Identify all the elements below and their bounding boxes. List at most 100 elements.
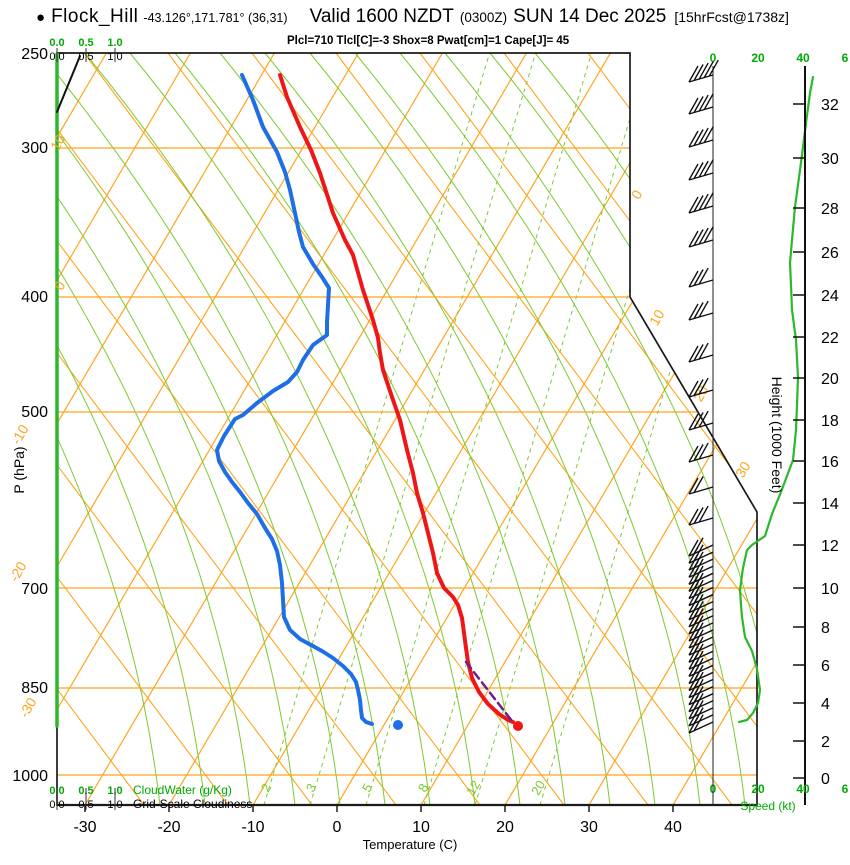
wind-barb-tick: [698, 300, 709, 318]
sounding-indices: Plcl=710 Tlcl[C]=-3 Shox=8 Pwat[cm]=1 Ca…: [287, 35, 570, 47]
wind-barb-tick: [698, 442, 709, 460]
wind-barb-tick: [698, 227, 709, 245]
wind-barb-tick: [688, 270, 699, 288]
wind-barb-tick: [688, 624, 699, 642]
dry-adiabat-line: [503, 53, 757, 805]
moist-adiabat-line: [57, 53, 386, 805]
temp-tick-label: -20: [157, 819, 180, 836]
wind-barb-tick: [693, 344, 704, 361]
wind-barb-tick: [688, 477, 699, 495]
speed-axis-title: Speed (kt): [740, 799, 795, 813]
pressure-tick-label: 700: [21, 581, 48, 598]
wind-barb-tick: [688, 688, 699, 706]
wind-barb-tick: [688, 617, 699, 635]
cloudwater-tick-label: 0.5: [78, 37, 93, 49]
isotherm-line: [252, 53, 695, 805]
wind-barb: [688, 714, 714, 734]
zulu-time: (0300Z): [459, 10, 508, 25]
wind-barb-tick: [693, 507, 704, 524]
height-tick-label: 8: [821, 620, 830, 637]
pressure-tick-label: 300: [21, 140, 48, 157]
isotherm-line: [57, 53, 275, 805]
wind-barb-tick: [698, 94, 709, 112]
wind-barb-stem: [688, 572, 714, 585]
wind-barb-tick: [688, 445, 699, 463]
wind-barb-tick: [698, 267, 709, 285]
pressure-tick-label: 1000: [12, 768, 48, 785]
surface-dewpoint-dot: [393, 720, 403, 730]
mixing-ratio-label: 5: [359, 781, 376, 795]
wind-barb-tick: [688, 539, 699, 557]
background-lines: [57, 53, 757, 805]
dry-adiabat-line: [57, 53, 229, 805]
wind-barb-stem: [688, 74, 714, 83]
wind-barb-tick: [703, 226, 714, 243]
wind-barb-stem: [688, 279, 714, 288]
dry-adiabat-line: [57, 53, 313, 805]
wind-barb: [688, 93, 714, 115]
wind-barb-tick: [693, 195, 704, 212]
wind-barb-tick: [688, 508, 699, 526]
wind-barb-tick: [693, 269, 704, 286]
height-tick-label: 30: [821, 151, 839, 168]
wind-barb: [688, 192, 714, 214]
wind-barb-stem: [688, 643, 714, 656]
wind-barb-tick: [688, 553, 699, 571]
temp-axis-title: Temperature (C): [363, 837, 458, 852]
moist-adiabat-line: [57, 53, 161, 805]
mixing-ratio-label: 20: [528, 778, 548, 798]
isotherm-line: [504, 53, 757, 805]
moist-adiabat-line: [57, 53, 251, 805]
station-name: Flock_Hill: [51, 6, 139, 27]
wind-barb-tick: [688, 667, 699, 684]
wind-barb-stem: [688, 693, 714, 706]
pressure-axis-title: P (hPa): [11, 446, 27, 493]
wind-barb: [688, 377, 714, 398]
mixing-ratio-line: [423, 53, 651, 805]
wind-barb-stem: [688, 593, 714, 607]
mixing-ratio-line: [365, 53, 593, 805]
dry-adiabat-line: [167, 53, 733, 805]
wind-barb-tick: [688, 345, 699, 363]
moist-adiabat-line: [129, 53, 476, 805]
pressure-tick-label: 250: [21, 46, 48, 63]
speed-tick-label: 6: [842, 782, 849, 796]
height-tick-label: 22: [821, 330, 839, 347]
wind-barb-stem: [688, 608, 714, 621]
temp-tick-label: -10: [241, 819, 264, 836]
speed-tick-label: 20: [751, 782, 765, 796]
wind-barb-stem: [688, 707, 714, 720]
wind-barb-tick: [688, 163, 699, 181]
wind-speed-curve: [737, 75, 815, 724]
height-tick-label: 12: [821, 538, 839, 555]
moist-adiabat-line: [354, 53, 701, 805]
temp-tick-label: 20: [496, 819, 514, 836]
wind-barb-stem: [688, 586, 714, 600]
title-bar: ● Flock_Hill -43.126°,171.781° (36,31) V…: [36, 6, 836, 28]
cloudwater-tick-label: 1.0: [107, 37, 122, 49]
wind-barb-stem: [688, 551, 714, 564]
wind-barb: [688, 442, 714, 463]
pressure-tick-label: 400: [21, 289, 48, 306]
wind-barb: [688, 59, 719, 83]
wind-barb-stem: [688, 601, 714, 614]
wind-barb-tick: [688, 674, 699, 691]
wind-barb-tick: [688, 716, 699, 734]
isotherm-label: 10: [47, 132, 69, 154]
wind-barb-tick: [693, 412, 704, 429]
wind-barb-tick: [688, 303, 699, 321]
speed-tick-label: 40: [796, 782, 810, 796]
station-coords: -43.126°,171.781° (36,31): [143, 11, 288, 25]
wind-barb-tick: [688, 589, 699, 606]
mixing-ratio-label: 12: [463, 778, 483, 798]
wind-barb-tick: [688, 610, 699, 628]
wind-barb-tick: [688, 645, 699, 663]
wind-barb: [688, 126, 714, 148]
isotherm-line: [168, 53, 611, 805]
isotherm-line: [57, 53, 191, 805]
wind-barb-stem: [688, 544, 714, 557]
wind-barb-tick: [688, 567, 699, 585]
wind-barb-stem: [688, 615, 714, 628]
wind-barb-stem: [688, 700, 714, 713]
